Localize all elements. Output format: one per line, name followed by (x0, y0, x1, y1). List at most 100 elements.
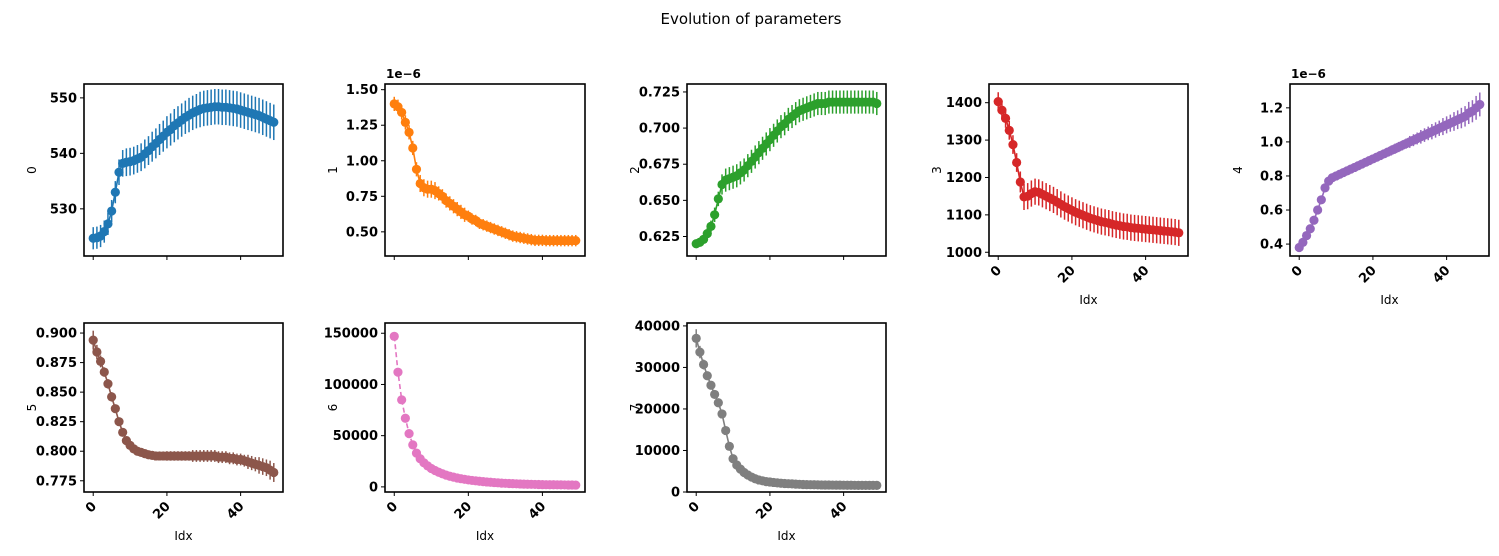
y-tick-label: 0 (369, 480, 378, 495)
data-point (571, 236, 581, 246)
subplot-1: 0.50 0.75 1.00 1.25 1.50 1 1e−6 (326, 67, 586, 260)
x-tick-label: 20 (1356, 263, 1379, 286)
y-tick-label: 0.700 (639, 122, 680, 137)
y-tick-label: 0.75 (346, 190, 378, 205)
data-point (706, 221, 716, 231)
x-tick-label: 0 (1289, 263, 1306, 280)
y-tick-label: 1.2 (1260, 101, 1283, 116)
y-tick-label: 20000 (635, 402, 680, 417)
data-point (695, 347, 705, 357)
x-axis-label: Idx (476, 529, 494, 543)
y-tick-label: 0.850 (36, 386, 77, 401)
data-point (389, 331, 399, 341)
axes-frame (1289, 83, 1490, 257)
x-axis-label: Idx (1079, 293, 1097, 307)
data-point (114, 167, 124, 177)
data-point (114, 417, 124, 427)
data-point (1008, 139, 1018, 150)
x-tick-label: 40 (827, 499, 850, 522)
data-point (571, 480, 581, 490)
y-tick-label: 0.725 (639, 85, 680, 100)
x-axis-label: Idx (174, 529, 192, 543)
y-tick-label: 30000 (635, 361, 680, 376)
x-tick-label: 40 (1430, 263, 1453, 286)
y-axis-label: 0 (25, 166, 39, 174)
data-point (702, 228, 712, 239)
data-point (404, 127, 414, 137)
data-point (1298, 237, 1308, 247)
data-point (107, 392, 117, 402)
data-point (997, 105, 1007, 115)
y-tick-label: 0.625 (639, 230, 680, 245)
data-point (393, 367, 403, 377)
data-point (721, 425, 731, 436)
y-tick-label: 530 (50, 202, 77, 217)
data-point (1012, 157, 1022, 168)
x-tick-label: 0 (988, 263, 1005, 280)
data-point (92, 347, 102, 357)
data-point (107, 206, 117, 216)
y-axis-label: 3 (930, 166, 944, 174)
data-point (118, 427, 128, 437)
axes-frame (686, 83, 887, 257)
x-axis-label: Idx (1380, 293, 1398, 307)
y-tick-label: 1.00 (346, 154, 378, 169)
data-point (1475, 99, 1485, 110)
x-tick-label: 0 (83, 499, 100, 516)
subplot-0: 530 540 550 0 (25, 83, 284, 260)
data-point (1015, 177, 1025, 187)
data-point (1174, 228, 1184, 238)
y-tick-label: 0.875 (36, 356, 77, 371)
data-point (872, 480, 882, 490)
axes-frame (384, 322, 586, 493)
data-point (717, 409, 727, 419)
figure-title: Evolution of parameters (661, 10, 842, 28)
data-point (269, 117, 279, 127)
x-tick-label: 20 (1055, 263, 1078, 286)
x-tick-label: 20 (753, 499, 776, 522)
y-tick-label: 1.0 (1260, 135, 1283, 150)
data-point (1316, 195, 1326, 205)
subplot-5: 0.775 0.800 0.825 0.850 0.875 0.900 0 20 40 5 Idx (25, 322, 284, 543)
y-tick-label: 0.4 (1260, 238, 1283, 253)
y-tick-label: 0.6 (1260, 204, 1283, 219)
axes-frame (384, 83, 586, 257)
y-tick-label: 100000 (324, 378, 378, 393)
data-point (706, 380, 716, 390)
data-point (724, 441, 734, 451)
y-tick-label: 1300 (946, 134, 982, 149)
subplot-3: 1000 1100 1200 1300 1400 0 20 40 3 Idx (930, 83, 1189, 307)
subplot-7: 0 10000 20000 30000 40000 0 20 40 7 Idx (628, 319, 887, 543)
x-tick-label: 20 (452, 499, 475, 522)
y-tick-label: 1000 (946, 246, 982, 261)
data-point (691, 333, 701, 343)
data-point (88, 335, 98, 345)
axis-offset-label: 1e−6 (1291, 67, 1326, 81)
y-tick-label: 1.25 (346, 119, 378, 134)
y-axis-label: 2 (628, 166, 642, 174)
y-tick-label: 1400 (946, 96, 982, 111)
y-tick-label: 0.775 (36, 474, 77, 489)
y-tick-label: 40000 (635, 319, 680, 334)
data-point (713, 194, 723, 204)
data-point (103, 379, 113, 389)
y-axis-label: 6 (326, 404, 340, 412)
data-point (713, 398, 723, 408)
y-tick-label: 10000 (635, 444, 680, 459)
data-point (400, 117, 410, 127)
data-point (99, 367, 109, 377)
series-line (393, 103, 576, 242)
data-point (408, 143, 418, 153)
data-point (1000, 113, 1011, 123)
x-tick-label: 20 (150, 499, 173, 522)
y-tick-label: 1200 (946, 171, 982, 186)
y-tick-label: 50000 (333, 429, 378, 444)
data-point (698, 359, 709, 370)
data-point (95, 356, 106, 367)
y-tick-label: 150000 (324, 327, 378, 342)
x-tick-label: 0 (686, 499, 703, 516)
x-tick-label: 40 (526, 499, 549, 522)
data-point (702, 371, 712, 381)
axes-frame (988, 83, 1189, 257)
